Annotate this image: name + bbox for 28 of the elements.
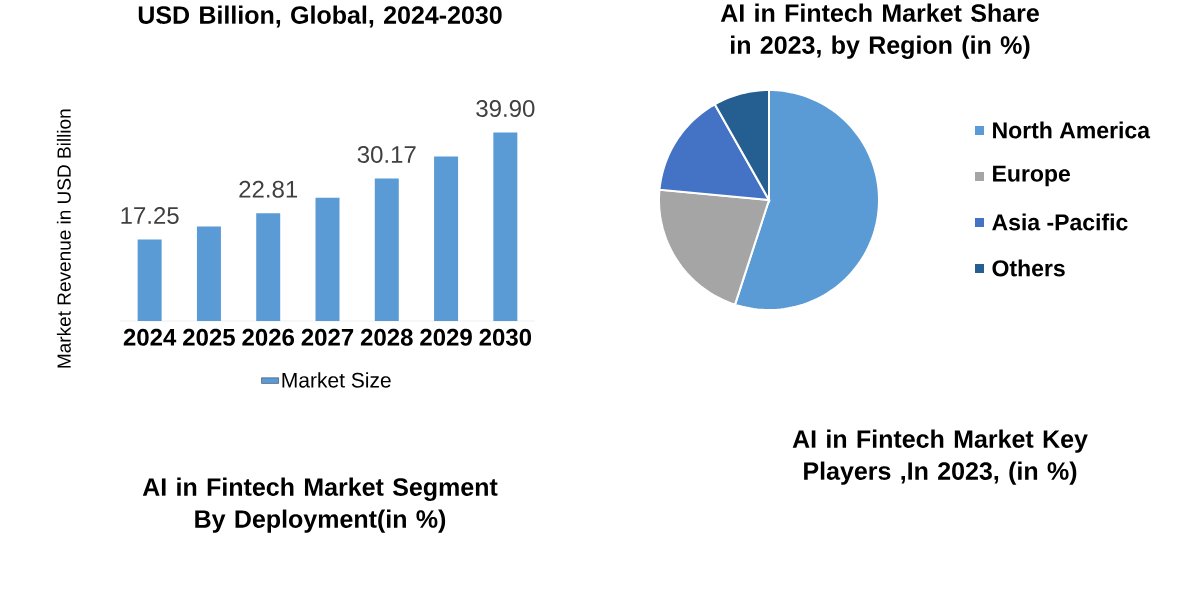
bar [374, 178, 399, 321]
text: AI in Fintech Market Segment By Deployment(in %) [142, 477, 498, 533]
bar [315, 197, 340, 321]
x-tick-label: 2027 [301, 328, 354, 346]
chart-title: AI in Fintech Market Share in 2023, by Region (in %) [720, 3, 1039, 59]
legend-label: Asia -Pacific [992, 213, 1128, 231]
legend-label: Europe [993, 165, 1070, 187]
bar [434, 156, 459, 321]
x-tick-label: 2028 [360, 328, 413, 346]
x-tick-label: 2030 [479, 328, 532, 346]
legend-label: Market Size [282, 372, 391, 388]
y-axis-title: Market Revenue in USD Billion [56, 109, 71, 368]
legend-label: Others [992, 259, 1065, 277]
x-tick-label: 2029 [420, 328, 472, 346]
x-tick-label: 2026 [242, 328, 295, 346]
data-label: 30.17 [357, 145, 416, 163]
bar [256, 213, 281, 321]
x-tick-label: 2025 [183, 328, 235, 346]
bar [196, 226, 221, 321]
x-tick-label: 2024 [123, 328, 177, 346]
bar [493, 132, 518, 321]
bar [137, 239, 162, 321]
data-label: 17.25 [121, 207, 179, 224]
chart-title: USD Billion, Global, 2024-2030 [138, 5, 502, 28]
legend-label: North America [993, 121, 1151, 139]
text: AI in Fintech Market Key Players ,In 2023, (in %) [792, 429, 1088, 485]
data-label: 22.81 [239, 180, 298, 198]
data-label: 39.90 [476, 100, 535, 117]
